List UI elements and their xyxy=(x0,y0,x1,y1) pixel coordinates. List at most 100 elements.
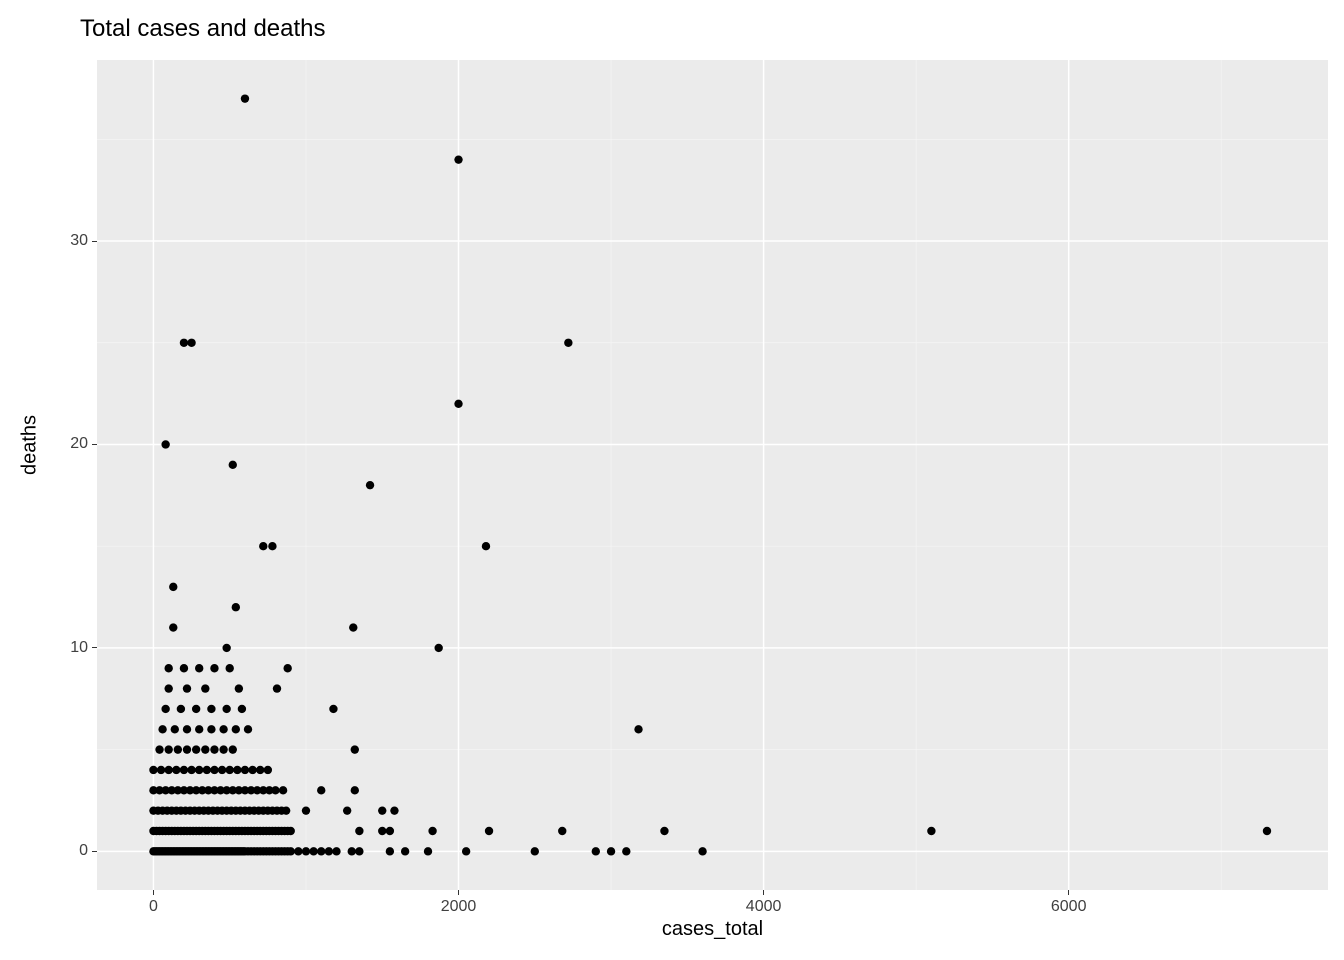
y-tick-label: 20 xyxy=(70,435,88,453)
data-point xyxy=(282,806,290,814)
data-point xyxy=(195,766,203,774)
data-point xyxy=(244,725,252,733)
data-point xyxy=(434,644,442,652)
data-point xyxy=(351,786,359,794)
data-point xyxy=(183,745,191,753)
data-point xyxy=(279,786,287,794)
data-point xyxy=(271,786,279,794)
data-point xyxy=(317,786,325,794)
data-point xyxy=(531,847,539,855)
data-point xyxy=(329,705,337,713)
data-point xyxy=(226,664,234,672)
data-point xyxy=(287,847,295,855)
data-point xyxy=(183,684,191,692)
data-point xyxy=(180,766,188,774)
data-point xyxy=(558,827,566,835)
data-point xyxy=(226,766,234,774)
data-point xyxy=(232,725,240,733)
data-point xyxy=(232,603,240,611)
data-point xyxy=(485,827,493,835)
data-point xyxy=(927,827,935,835)
data-point xyxy=(157,766,165,774)
data-point xyxy=(366,481,374,489)
data-point xyxy=(302,847,310,855)
scatter-chart: Total cases and deaths cases_total death… xyxy=(0,0,1344,960)
data-point xyxy=(634,725,642,733)
data-point xyxy=(428,827,436,835)
data-point xyxy=(164,664,172,672)
x-tick-label: 6000 xyxy=(1051,898,1087,916)
data-point xyxy=(201,745,209,753)
data-point xyxy=(294,847,302,855)
data-point xyxy=(259,542,267,550)
data-point xyxy=(462,847,470,855)
data-point xyxy=(161,705,169,713)
data-point xyxy=(378,827,386,835)
data-point xyxy=(222,705,230,713)
data-point xyxy=(169,623,177,631)
data-point xyxy=(207,705,215,713)
data-point xyxy=(268,542,276,550)
data-point xyxy=(325,847,333,855)
x-tick-label: 0 xyxy=(149,898,158,916)
data-point xyxy=(482,542,490,550)
y-tick-label: 0 xyxy=(79,842,88,860)
data-point xyxy=(273,684,281,692)
data-point xyxy=(351,745,359,753)
data-point xyxy=(349,623,357,631)
data-point xyxy=(192,705,200,713)
data-point xyxy=(424,847,432,855)
chart-title: Total cases and deaths xyxy=(80,15,326,43)
data-point xyxy=(210,664,218,672)
data-point xyxy=(201,684,209,692)
data-point xyxy=(192,745,200,753)
x-tick-label: 2000 xyxy=(441,898,477,916)
data-point xyxy=(229,745,237,753)
data-point xyxy=(309,847,317,855)
data-point xyxy=(386,847,394,855)
data-point xyxy=(187,339,195,347)
data-point xyxy=(564,339,572,347)
data-point xyxy=(592,847,600,855)
data-point xyxy=(302,806,310,814)
data-point xyxy=(219,745,227,753)
data-point xyxy=(238,705,246,713)
data-point xyxy=(210,745,218,753)
data-point xyxy=(235,684,243,692)
data-point xyxy=(378,806,386,814)
data-point xyxy=(386,827,394,835)
data-point xyxy=(1263,827,1271,835)
data-point xyxy=(180,339,188,347)
data-point xyxy=(207,725,215,733)
y-tick-label: 10 xyxy=(70,639,88,657)
data-point xyxy=(161,440,169,448)
data-point xyxy=(454,400,462,408)
data-point xyxy=(195,725,203,733)
data-point xyxy=(401,847,409,855)
data-point xyxy=(355,847,363,855)
data-point xyxy=(169,583,177,591)
data-point xyxy=(607,847,615,855)
data-point xyxy=(241,94,249,102)
data-point xyxy=(355,827,363,835)
data-point xyxy=(264,766,272,774)
data-point xyxy=(158,725,166,733)
data-point xyxy=(233,766,241,774)
data-point xyxy=(229,461,237,469)
data-point xyxy=(171,725,179,733)
data-point xyxy=(317,847,325,855)
data-point xyxy=(164,745,172,753)
y-axis-label: deaths xyxy=(19,415,42,475)
data-point xyxy=(164,766,172,774)
data-point xyxy=(283,664,291,672)
data-point xyxy=(203,766,211,774)
data-point xyxy=(390,806,398,814)
data-point xyxy=(256,766,264,774)
data-point xyxy=(218,766,226,774)
data-point xyxy=(348,847,356,855)
x-axis-label: cases_total xyxy=(662,918,763,941)
data-point xyxy=(177,705,185,713)
data-point xyxy=(174,745,182,753)
data-point xyxy=(241,766,249,774)
data-point xyxy=(660,827,668,835)
